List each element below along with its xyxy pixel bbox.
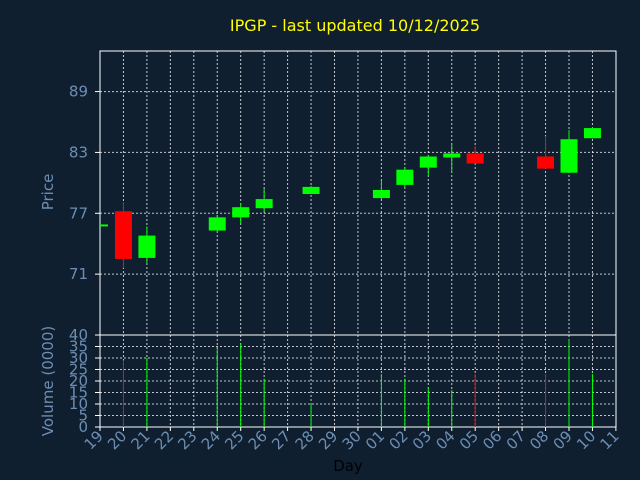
candle-body xyxy=(560,139,578,173)
x-tick-label: 27 xyxy=(268,427,294,453)
x-tick-labels: 1920212223242526272829300102030405060708… xyxy=(81,427,623,453)
price-ytick-label: 89 xyxy=(69,83,88,101)
candle-body xyxy=(537,156,555,169)
candle-body xyxy=(114,211,132,259)
candle-body xyxy=(419,156,437,168)
x-tick-label: 10 xyxy=(573,427,599,453)
price-axis-label: Price xyxy=(39,174,57,211)
x-tick-label: 02 xyxy=(385,427,411,453)
price-ytick-label: 71 xyxy=(69,265,88,283)
volume-ytick-label: 35 xyxy=(69,338,88,356)
x-tick-label: 01 xyxy=(362,427,388,453)
candle-body xyxy=(255,199,273,209)
x-tick-label: 08 xyxy=(526,427,552,453)
x-tick-label: 23 xyxy=(174,427,200,453)
volume-ytick-label: 10 xyxy=(69,395,88,413)
candle-body xyxy=(302,186,320,195)
price-ytick-label: 77 xyxy=(69,204,88,222)
candle-body xyxy=(208,217,226,231)
chart-title: IPGP - last updated 10/12/2025 xyxy=(230,16,480,35)
volume-ytick-label: 0 xyxy=(78,418,88,436)
x-tick-label: 28 xyxy=(292,427,318,453)
volume-ytick-label: 5 xyxy=(78,407,88,425)
candle-body xyxy=(583,128,601,139)
x-tick-label: 05 xyxy=(456,427,482,453)
volume-ytick-label: 25 xyxy=(69,361,88,379)
volume-axis-label: Volume (0000) xyxy=(39,326,57,436)
volume-ytick-label: 15 xyxy=(69,384,88,402)
x-tick-label: 30 xyxy=(339,427,365,453)
price-panel: 71 77 83 89 xyxy=(69,50,617,336)
x-axis-label: Day xyxy=(333,457,363,475)
candle-body xyxy=(396,169,414,185)
candle-body xyxy=(100,224,108,227)
x-tick-label: 09 xyxy=(550,427,576,453)
volume-ytick-label: 30 xyxy=(69,349,88,367)
candle-body xyxy=(443,153,461,158)
x-tick-label: 07 xyxy=(503,427,529,453)
x-tick-label: 03 xyxy=(409,427,435,453)
x-tick-label: 11 xyxy=(596,427,622,453)
candle-body xyxy=(466,153,484,164)
candle-body xyxy=(372,189,390,199)
x-tick-label: 24 xyxy=(198,427,224,453)
volume-ytick-label: 20 xyxy=(69,372,88,390)
x-tick-label: 25 xyxy=(221,427,247,453)
volume-ytick-label: 40 xyxy=(69,326,88,344)
x-tick-label: 21 xyxy=(127,427,153,453)
candle-body xyxy=(138,235,156,258)
x-tick-label: 06 xyxy=(479,427,505,453)
candle-body xyxy=(232,207,250,218)
x-tick-label: 22 xyxy=(151,427,177,453)
x-tick-label: 26 xyxy=(245,427,271,453)
x-tick-label: 20 xyxy=(104,427,130,453)
x-tick-label: 29 xyxy=(315,427,341,453)
x-tick-label: 04 xyxy=(432,427,458,453)
price-ytick-label: 83 xyxy=(69,143,88,161)
